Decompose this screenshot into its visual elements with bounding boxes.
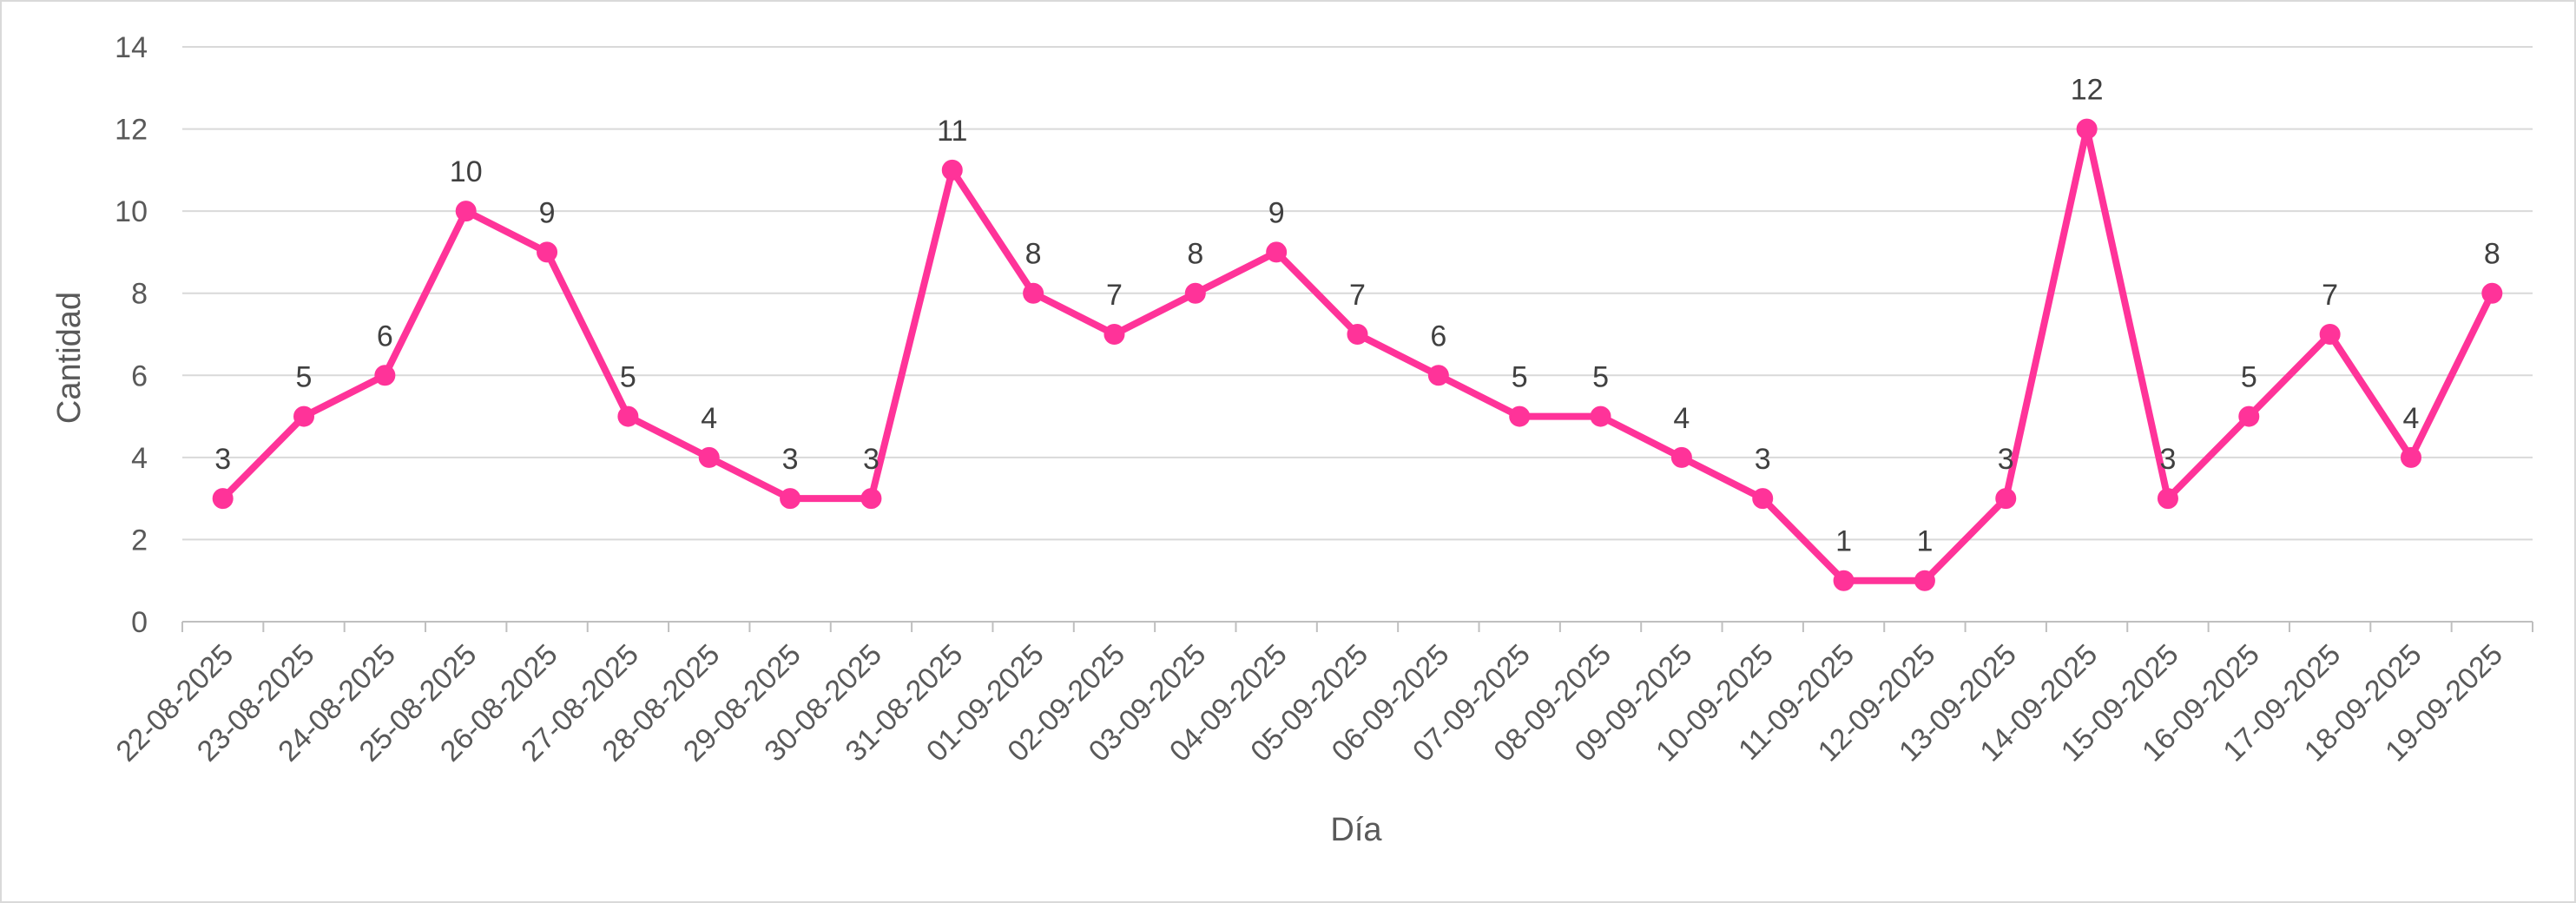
data-point bbox=[1752, 488, 1774, 510]
data-point bbox=[212, 488, 234, 510]
data-label: 11 bbox=[937, 115, 967, 148]
data-point bbox=[1914, 570, 1935, 591]
data-point bbox=[617, 405, 639, 427]
data-point bbox=[374, 365, 396, 386]
data-label: 1 bbox=[1835, 525, 1852, 558]
data-point bbox=[1427, 365, 1449, 386]
data-point bbox=[698, 446, 720, 468]
data-label: 5 bbox=[1592, 361, 1609, 394]
data-label: 4 bbox=[2403, 402, 2420, 435]
data-point bbox=[860, 488, 882, 510]
data-point bbox=[2400, 446, 2421, 468]
data-point bbox=[1670, 446, 1692, 468]
y-tick-label: 14 bbox=[115, 31, 148, 64]
data-label: 8 bbox=[1025, 238, 1042, 271]
data-point bbox=[2238, 405, 2260, 427]
axes bbox=[181, 621, 2533, 632]
data-label: 10 bbox=[450, 155, 483, 188]
data-label: 8 bbox=[1187, 238, 1203, 271]
data-point bbox=[780, 488, 801, 510]
data-label: 6 bbox=[1430, 320, 1446, 353]
data-point bbox=[2157, 488, 2178, 510]
data-label: 7 bbox=[2322, 279, 2338, 312]
y-axis-ticks: 0 2 4 6 8 10 12 14 bbox=[115, 31, 148, 639]
y-tick-label: 6 bbox=[131, 359, 148, 392]
x-axis-title: Día bbox=[1330, 812, 1382, 848]
data-label: 7 bbox=[1349, 279, 1366, 312]
data-point bbox=[941, 159, 963, 181]
data-label: 5 bbox=[296, 361, 313, 394]
series-line bbox=[219, 125, 2496, 584]
gridlines bbox=[182, 46, 2533, 541]
y-tick-label: 0 bbox=[131, 606, 148, 639]
data-label: 9 bbox=[1268, 196, 1285, 229]
data-point bbox=[1184, 282, 1206, 304]
data-label: 7 bbox=[1106, 279, 1123, 312]
data-point bbox=[293, 405, 315, 427]
data-label: 5 bbox=[1512, 361, 1528, 394]
data-point bbox=[537, 241, 558, 263]
data-label: 1 bbox=[1916, 525, 1933, 558]
y-tick-label: 10 bbox=[115, 195, 148, 228]
x-axis-ticks: 22-08-202523-08-202524-08-202525-08-2025… bbox=[109, 638, 2509, 768]
data-point bbox=[455, 201, 477, 222]
y-axis-title: Cantidad bbox=[51, 292, 88, 424]
data-point bbox=[2319, 324, 2341, 345]
data-label: 9 bbox=[539, 196, 556, 229]
data-label: 4 bbox=[701, 402, 717, 435]
data-label: 8 bbox=[2484, 238, 2500, 271]
y-tick-label: 8 bbox=[131, 278, 148, 311]
data-label: 3 bbox=[782, 443, 799, 476]
series-line-path bbox=[219, 125, 2496, 584]
data-point bbox=[1509, 405, 1531, 427]
data-point bbox=[2481, 282, 2503, 304]
data-point bbox=[1023, 282, 1044, 304]
y-tick-label: 4 bbox=[131, 442, 148, 475]
series-markers bbox=[212, 118, 2503, 591]
y-tick-label: 12 bbox=[115, 114, 148, 147]
data-label: 3 bbox=[1755, 443, 1771, 476]
data-point bbox=[1590, 405, 1611, 427]
data-point bbox=[1347, 324, 1368, 345]
data-point bbox=[1104, 324, 1125, 345]
data-label: 4 bbox=[1673, 402, 1690, 435]
data-label: 3 bbox=[1998, 443, 2014, 476]
data-label: 5 bbox=[2241, 361, 2257, 394]
data-label: 6 bbox=[377, 320, 393, 353]
data-label: 12 bbox=[2071, 74, 2104, 107]
data-label: 5 bbox=[620, 361, 636, 394]
data-point bbox=[2076, 118, 2098, 140]
data-point bbox=[1266, 241, 1288, 263]
data-label: 3 bbox=[2159, 443, 2176, 476]
data-point bbox=[1995, 488, 2017, 510]
data-point bbox=[1833, 570, 1855, 591]
data-label: 3 bbox=[214, 443, 231, 476]
y-tick-label: 2 bbox=[131, 524, 148, 557]
data-label: 3 bbox=[863, 443, 880, 476]
